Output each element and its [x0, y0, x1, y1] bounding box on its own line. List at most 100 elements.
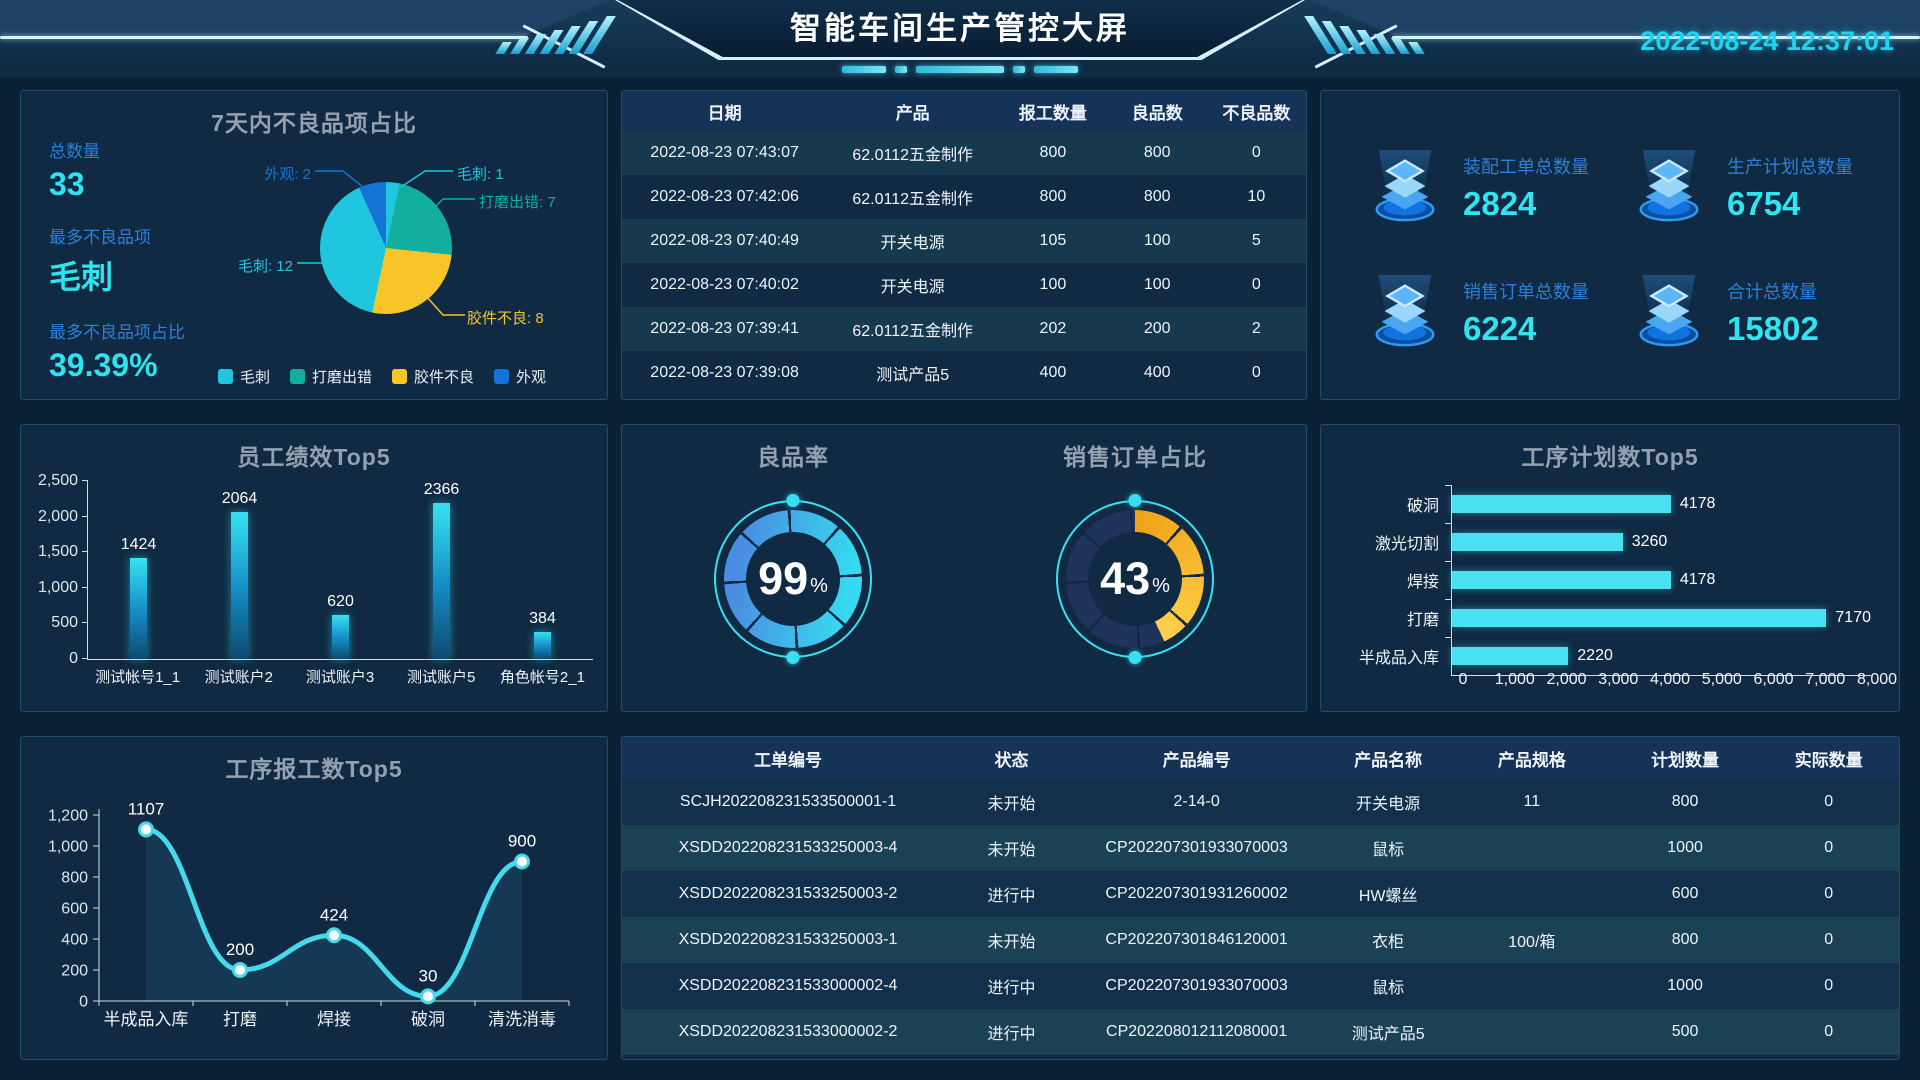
stat-label: 总数量 — [49, 142, 100, 161]
table-cell: 未开始 — [987, 796, 1036, 813]
column-header: 实际数量 — [1794, 750, 1863, 770]
svg-text:0: 0 — [79, 994, 88, 1011]
stat-value: 39.39% — [49, 347, 158, 383]
gauge-title-sales: 销售订单占比 — [1063, 444, 1207, 470]
bar — [231, 512, 248, 659]
table-cell: 100 — [1143, 232, 1171, 249]
y-axis-tick-mark — [1445, 561, 1452, 562]
y-axis-tick-mark — [1445, 523, 1452, 524]
gauge-row: 99% 43% — [622, 474, 1306, 684]
table-cell: CP202207301933070003 — [1105, 977, 1288, 994]
page-title: 智能车间生产管控大屏 — [790, 11, 1130, 46]
stat-card-label: 销售订单总数量 — [1463, 281, 1589, 302]
svg-text:800: 800 — [61, 870, 88, 887]
svg-text:清洗消毒: 清洗消毒 — [488, 1010, 556, 1029]
panel-work-orders: 工单编号 状态 产品编号 产品名称 产品规格 计划数量 实际数量 SCJH2022082315… — [621, 736, 1900, 1060]
table-cell: 100 — [1039, 276, 1067, 293]
gauge-cell: 99% — [622, 474, 964, 684]
table-cell: 0 — [1251, 276, 1261, 293]
table-cell: XSDD202208231533000002-4 — [678, 977, 898, 994]
hbar-bar — [1452, 647, 1569, 665]
y-axis-tick-mark — [82, 658, 88, 659]
table-cell: 800 — [1143, 144, 1171, 161]
gauge-unit: % — [1152, 574, 1170, 597]
bar-value-label: 2064 — [221, 490, 258, 508]
defect-stats: 总数量 33 最多不良品项 毛刺 最多不良品项占比 39.39% — [49, 117, 185, 384]
svg-text:焊接: 焊接 — [317, 1010, 351, 1029]
x-axis-tick-label: 0 — [1458, 671, 1468, 688]
table-cell: 800 — [1143, 188, 1171, 205]
header-decoration-left — [0, 0, 610, 36]
defect-pie-area: 毛刺: 1 打磨出错: 7 胶件不良: 8 毛刺: 12 外观: 2 — [229, 135, 597, 355]
table-row: XSDD202208231533250003-1 未开始 CP20220730184… — [622, 917, 1899, 963]
slash-decoration-right — [1304, 16, 1425, 54]
table-cell: 200 — [1143, 320, 1171, 337]
hbar-category-label: 破洞 — [1406, 498, 1439, 515]
legend-item: 外观 — [494, 366, 546, 387]
table-cell: 10 — [1247, 188, 1266, 205]
y-axis-tick-label: 1,000 — [37, 578, 78, 596]
table-cell: 100/箱 — [1508, 934, 1556, 951]
table-row: XSDD202208231533250003-4 未开始 CP20220730193… — [622, 825, 1899, 871]
legend-label: 胶件不良 — [414, 369, 475, 386]
x-axis-tick-label: 5,000 — [1701, 671, 1742, 688]
table-cell: 0 — [1824, 839, 1834, 856]
svg-text:1,200: 1,200 — [48, 808, 88, 825]
table-cell: 400 — [1039, 364, 1067, 381]
header-title-plate: 智能车间生产管控大屏 — [615, 0, 1305, 60]
column-header: 报工数量 — [1018, 103, 1087, 123]
x-axis-category-label: 测试账户5 — [407, 669, 476, 686]
pie-legend: 毛刺 打磨出错 胶件不良 外观 — [171, 366, 593, 387]
panel-report-table: 日期 产品 报工数量 良品数 不良品数 2022-08-23 07:43:07 62.011… — [621, 90, 1307, 400]
table-cell: 未开始 — [987, 842, 1036, 859]
svg-text:200: 200 — [61, 963, 88, 980]
table-cell: 5 — [1251, 232, 1261, 249]
stat-card-value: 15802 — [1727, 309, 1819, 347]
table-cell: 测试产品5 — [1351, 1026, 1425, 1043]
hbar-row: 4178 — [1452, 485, 1871, 523]
y-axis-tick-mark — [1445, 637, 1452, 638]
table-header-row: 工单编号 状态 产品编号 产品名称 产品规格 计划数量 实际数量 — [622, 737, 1899, 779]
panel-gauges: 良品率 销售订单占比 99% 43% — [621, 424, 1307, 712]
table-cell: 1000 — [1667, 977, 1703, 994]
gauge-unit: % — [810, 574, 828, 597]
stat-text: 合计总数量 15802 — [1727, 278, 1819, 348]
table-cell: 0 — [1824, 1023, 1834, 1040]
y-axis-tick-mark — [82, 515, 88, 517]
panel-employee-chart: 员工绩效Top5 0 500 1,000 1,500 2,000 2,500 1424 206… — [20, 424, 608, 712]
stat-card-value: 6224 — [1463, 309, 1537, 347]
svg-text:400: 400 — [61, 932, 88, 949]
column-header: 状态 — [994, 750, 1029, 770]
stat-value: 毛刺 — [49, 259, 114, 295]
column-header: 产品 — [895, 103, 930, 123]
hbar-value-label: 2220 — [1577, 647, 1613, 664]
bar-value-label: 620 — [327, 592, 354, 610]
table-cell: 进行中 — [987, 980, 1036, 997]
y-axis-tick-label: 2,000 — [37, 507, 78, 525]
table-cell: 2022-08-23 07:40:02 — [650, 276, 799, 293]
bar-group: 384 — [492, 481, 593, 659]
header-decoration-right — [1310, 0, 1920, 36]
pie-slice-label: 胶件不良: 8 — [467, 310, 544, 327]
table-cell: 500 — [1671, 1023, 1699, 1040]
bar-value-label: 1424 — [120, 535, 157, 553]
x-axis-tick-label: 6,000 — [1753, 671, 1794, 688]
pie-slice-label: 毛刺: 1 — [457, 166, 504, 183]
table-cell: 0 — [1824, 977, 1834, 994]
svg-text:1107: 1107 — [128, 799, 165, 818]
legend-item: 胶件不良 — [392, 366, 474, 387]
legend-label: 外观 — [516, 369, 547, 386]
legend-swatch — [494, 369, 510, 384]
table-cell: 800 — [1039, 144, 1067, 161]
legend-swatch — [392, 369, 407, 384]
hbar-row: 3260 — [1452, 523, 1871, 561]
table-cell: 62.0112五金制作 — [852, 147, 974, 164]
bar-group: 620 — [290, 481, 391, 659]
stat-cards: 装配工单总数量 2824 生产计划总数量 6754 销售订单总数量 6224 合计总数… — [1321, 91, 1899, 399]
hbar-row: 7170 — [1452, 599, 1871, 637]
table-cell: CP202207301933070003 — [1105, 839, 1288, 856]
column-header: 日期 — [707, 103, 742, 123]
x-axis-tick-label: 7,000 — [1805, 671, 1846, 688]
gauge-yield: 99% — [688, 474, 898, 684]
plan-hbar-chart: 破洞 激光切割 焊接 打磨 半成品入库 4178 3260 4178 7170 2220 — [1339, 485, 1871, 676]
